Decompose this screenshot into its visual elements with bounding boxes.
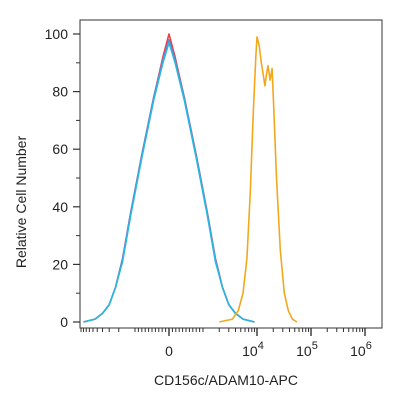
y-tick-label-40: 40 [52, 199, 68, 215]
plot-frame [79, 19, 383, 329]
series-line-3 [83, 41, 255, 323]
x-tick-label-1000000: 106 [350, 340, 372, 359]
x-tick-label-0: 0 [165, 343, 173, 359]
x-axis-title: CD156c/ADAM10-APC [154, 372, 298, 388]
series-layer [83, 33, 298, 323]
y-tick-label-80: 80 [52, 84, 68, 100]
y-tick-label-0: 0 [60, 314, 68, 330]
x-tick-label-100000: 105 [296, 340, 318, 359]
y-tick-label-60: 60 [52, 141, 68, 157]
axis-layer: 0 20 40 60 80 100 0 104 105 106 [45, 19, 383, 359]
series-line-2 [83, 39, 255, 323]
x-tick-label-10000: 104 [242, 340, 264, 359]
y-tick-label-100: 100 [45, 26, 69, 42]
y-axis-title: Relative Cell Number [13, 136, 29, 269]
series-line-4 [219, 36, 298, 323]
y-tick-label-20: 20 [52, 256, 68, 272]
series-line-1 [83, 33, 255, 323]
